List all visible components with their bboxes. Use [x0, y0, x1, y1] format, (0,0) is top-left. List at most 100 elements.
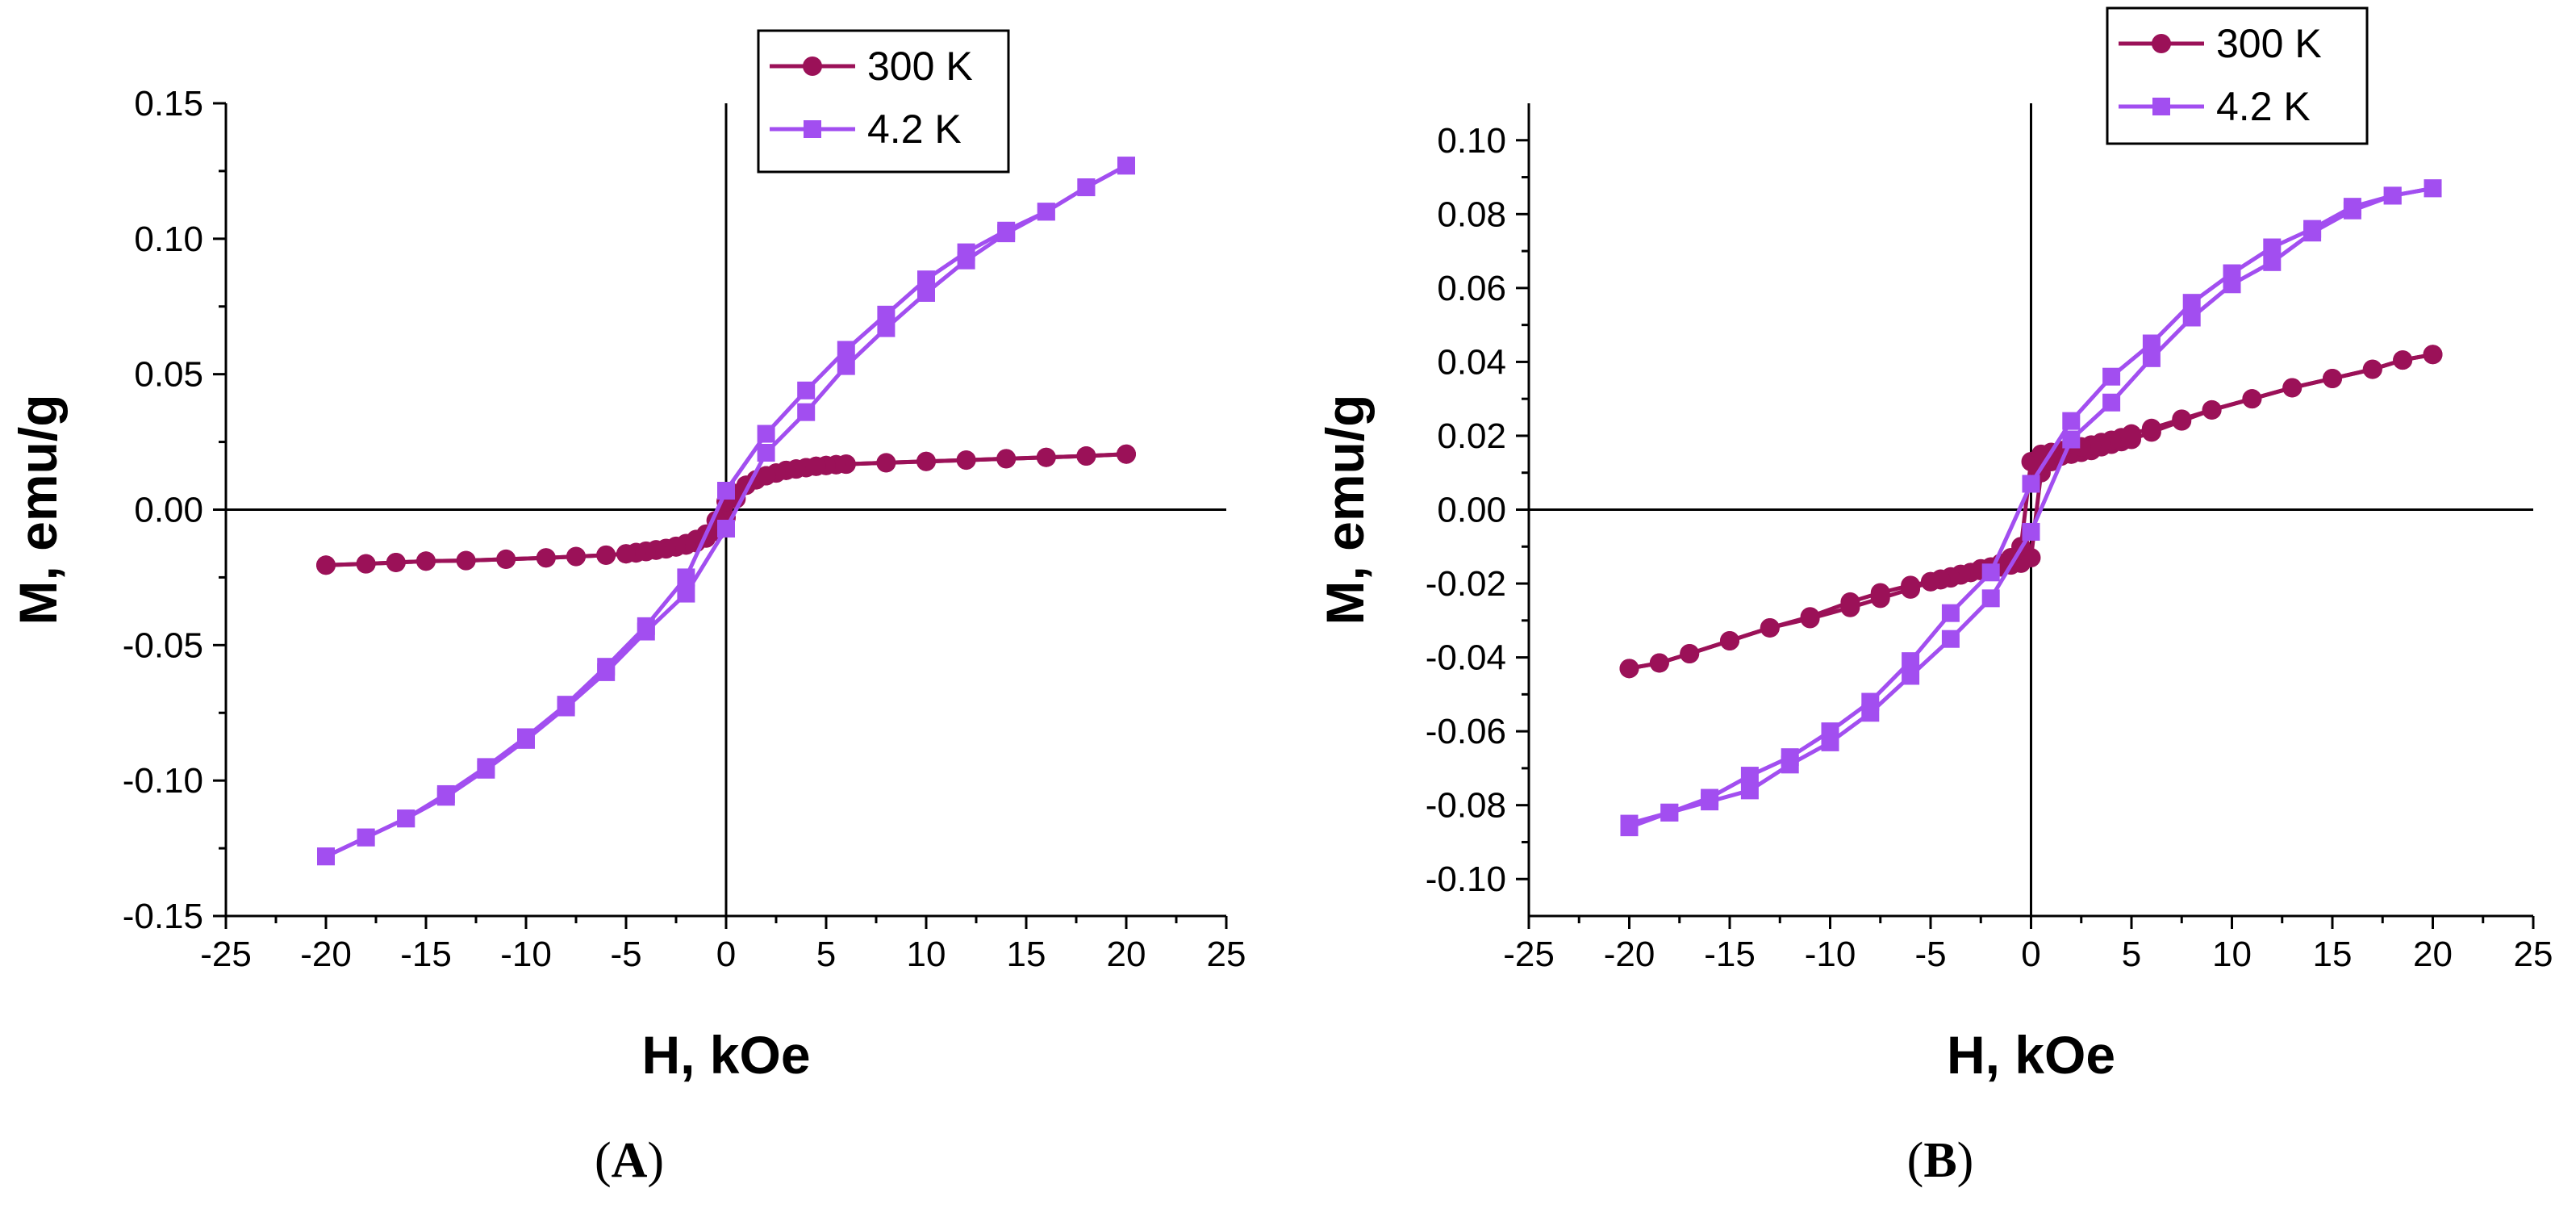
x-tick-label: 20	[2413, 935, 2453, 974]
data-point	[597, 663, 616, 681]
x-tick-label: -15	[400, 935, 452, 974]
x-tick-label: 25	[1207, 935, 1246, 974]
legend-marker	[804, 120, 821, 138]
data-point	[1981, 589, 2000, 608]
x-tick-label: 15	[2313, 935, 2353, 974]
data-point	[1076, 446, 1096, 466]
y-tick-label: 0.00	[134, 491, 203, 530]
data-point	[1037, 203, 1055, 221]
data-point	[2022, 522, 2040, 541]
y-tick-label: -0.04	[1426, 638, 1506, 678]
x-axis-title: H, kOe	[1947, 1025, 2115, 1085]
data-point	[2282, 378, 2303, 398]
data-point	[1981, 563, 2000, 582]
data-point	[317, 847, 335, 866]
legend: 300 K 4.2 K	[2106, 6, 2369, 145]
legend: 300 K 4.2 K	[757, 29, 1010, 174]
data-point	[1861, 704, 1880, 722]
x-tick-label: -25	[200, 935, 252, 974]
y-tick-label: -0.10	[1426, 860, 1506, 899]
data-point	[1941, 630, 1960, 648]
x-tick-label: -5	[610, 935, 641, 974]
y-tick-label: 0.10	[1437, 121, 1506, 161]
x-axis-title: H, kOe	[641, 1025, 810, 1085]
data-point	[2223, 275, 2241, 294]
data-point	[1701, 793, 1719, 811]
y-tick-label: -0.15	[123, 897, 203, 936]
data-point	[837, 357, 855, 375]
data-point	[1821, 733, 1839, 751]
data-point	[2323, 369, 2342, 389]
y-tick-label: -0.08	[1426, 786, 1506, 826]
data-point	[2021, 451, 2041, 471]
data-point	[2424, 179, 2442, 198]
chart-panel-a: -25 -20 -15 -10 -5 0 5 10 15 20 25 -0.15 -0.10 -0.05 0…	[8, 29, 1246, 1188]
data-point	[456, 550, 476, 571]
data-point	[797, 403, 816, 421]
data-point	[1117, 157, 1135, 175]
data-point	[1740, 767, 1759, 785]
data-point	[837, 341, 855, 359]
y-tick-label: -0.06	[1426, 712, 1506, 751]
panel-label-letter: A	[612, 1133, 648, 1188]
data-point	[637, 622, 655, 641]
data-point	[757, 425, 775, 443]
legend-label: 4.2 K	[2216, 84, 2311, 129]
legend-marker	[803, 56, 822, 76]
data-point	[2142, 349, 2161, 367]
y-tick-label: 0.06	[1437, 269, 1506, 308]
panel-label-close: )	[1957, 1133, 1974, 1188]
data-point	[517, 730, 535, 749]
data-point	[2242, 389, 2262, 409]
data-point	[1902, 667, 1920, 685]
data-point	[616, 544, 636, 564]
data-point	[2263, 253, 2282, 271]
data-point	[1036, 447, 1056, 467]
data-point	[2141, 418, 2161, 438]
data-point	[1720, 630, 1739, 650]
legend-box	[757, 29, 1010, 174]
data-point	[2423, 345, 2443, 365]
y-tick-label: 0.02	[1437, 416, 1506, 456]
data-point	[1921, 571, 1940, 592]
y-axis-title: M, emu/g	[8, 394, 68, 625]
data-point	[1901, 579, 1921, 599]
data-point	[356, 554, 376, 574]
data-point	[1941, 604, 1960, 622]
data-point	[536, 548, 556, 568]
data-point	[1620, 818, 1639, 837]
data-point	[1649, 653, 1669, 673]
x-tick-label: 0	[716, 935, 736, 974]
data-point	[2383, 186, 2402, 205]
data-point	[996, 449, 1017, 469]
data-point	[386, 552, 406, 572]
data-point	[877, 319, 896, 337]
x-tick-label: -25	[1503, 935, 1555, 974]
x-tick-label: 15	[1007, 935, 1046, 974]
x-tick-label: 20	[1107, 935, 1146, 974]
x-tick-label: 25	[2514, 935, 2553, 974]
data-point	[2343, 201, 2361, 220]
y-tick-label: 0.10	[134, 220, 203, 259]
data-point	[1680, 644, 1700, 664]
y-axis-title: M, emu/g	[1315, 394, 1375, 625]
panel-label-open: (	[595, 1133, 612, 1188]
data-point	[2142, 334, 2161, 353]
x-tick-label: 5	[2122, 935, 2141, 974]
panel-label-close: )	[647, 1133, 664, 1188]
panel-label-letter: B	[1923, 1133, 1956, 1188]
data-point	[316, 555, 336, 575]
data-point	[1117, 444, 1136, 464]
data-point	[496, 549, 516, 569]
data-point	[717, 482, 735, 500]
data-point	[717, 519, 735, 537]
data-point	[1760, 617, 1780, 638]
y-tick-label: 0.05	[134, 355, 203, 395]
data-point	[677, 584, 695, 603]
y-tick-label: -0.10	[123, 761, 203, 801]
x-tick-label: -15	[1704, 935, 1756, 974]
data-point	[876, 453, 896, 473]
legend-marker	[2152, 34, 2171, 53]
data-point	[477, 760, 495, 779]
